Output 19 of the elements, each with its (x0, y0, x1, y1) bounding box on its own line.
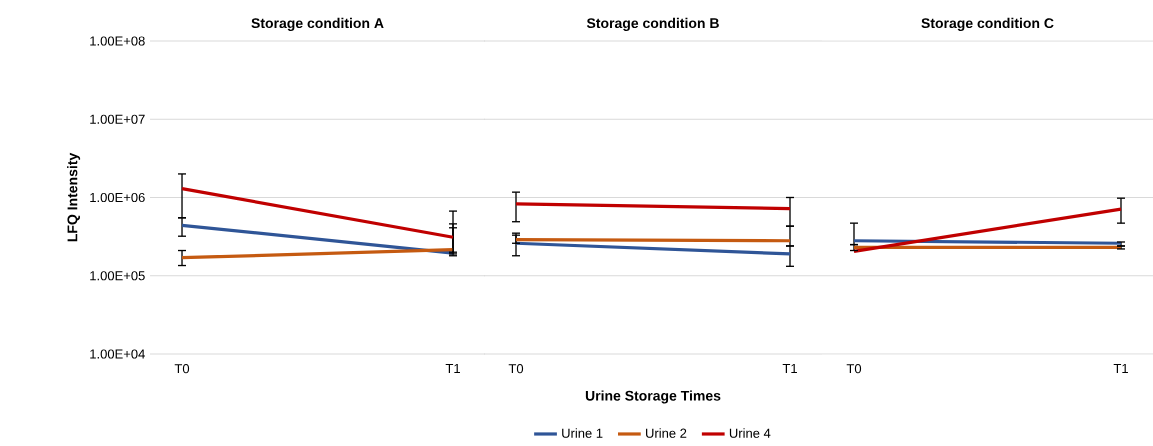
x-tick-label: T1 (782, 364, 797, 373)
y-tick-label: 1.00E+06 (90, 192, 145, 203)
x-tick-label: T1 (445, 364, 460, 373)
legend-label: Urine 2 (646, 428, 687, 438)
chart-title: Storage condition C (921, 17, 1054, 31)
x-tick-label: T0 (508, 364, 524, 374)
x-tick-label: T1 (1113, 364, 1128, 373)
chart-title: Storage condition A (251, 17, 384, 31)
legend-label: Urine 1 (562, 428, 603, 438)
y-axis-title: LFQ Intensity (67, 152, 81, 242)
x-tick-label: T0 (174, 364, 190, 374)
y-tick-label: 1.00E+08 (90, 36, 145, 46)
x-axis-title: Urine Storage Times (585, 390, 721, 404)
legend-label: Urine 4 (729, 428, 771, 438)
x-tick-label: T0 (846, 364, 862, 374)
y-tick-label: 1.00E+07 (90, 114, 145, 124)
y-tick-label: 1.00E+04 (90, 349, 145, 359)
chart-title: Storage condition B (586, 17, 719, 31)
y-tick-label: 1.00E+05 (90, 271, 145, 281)
